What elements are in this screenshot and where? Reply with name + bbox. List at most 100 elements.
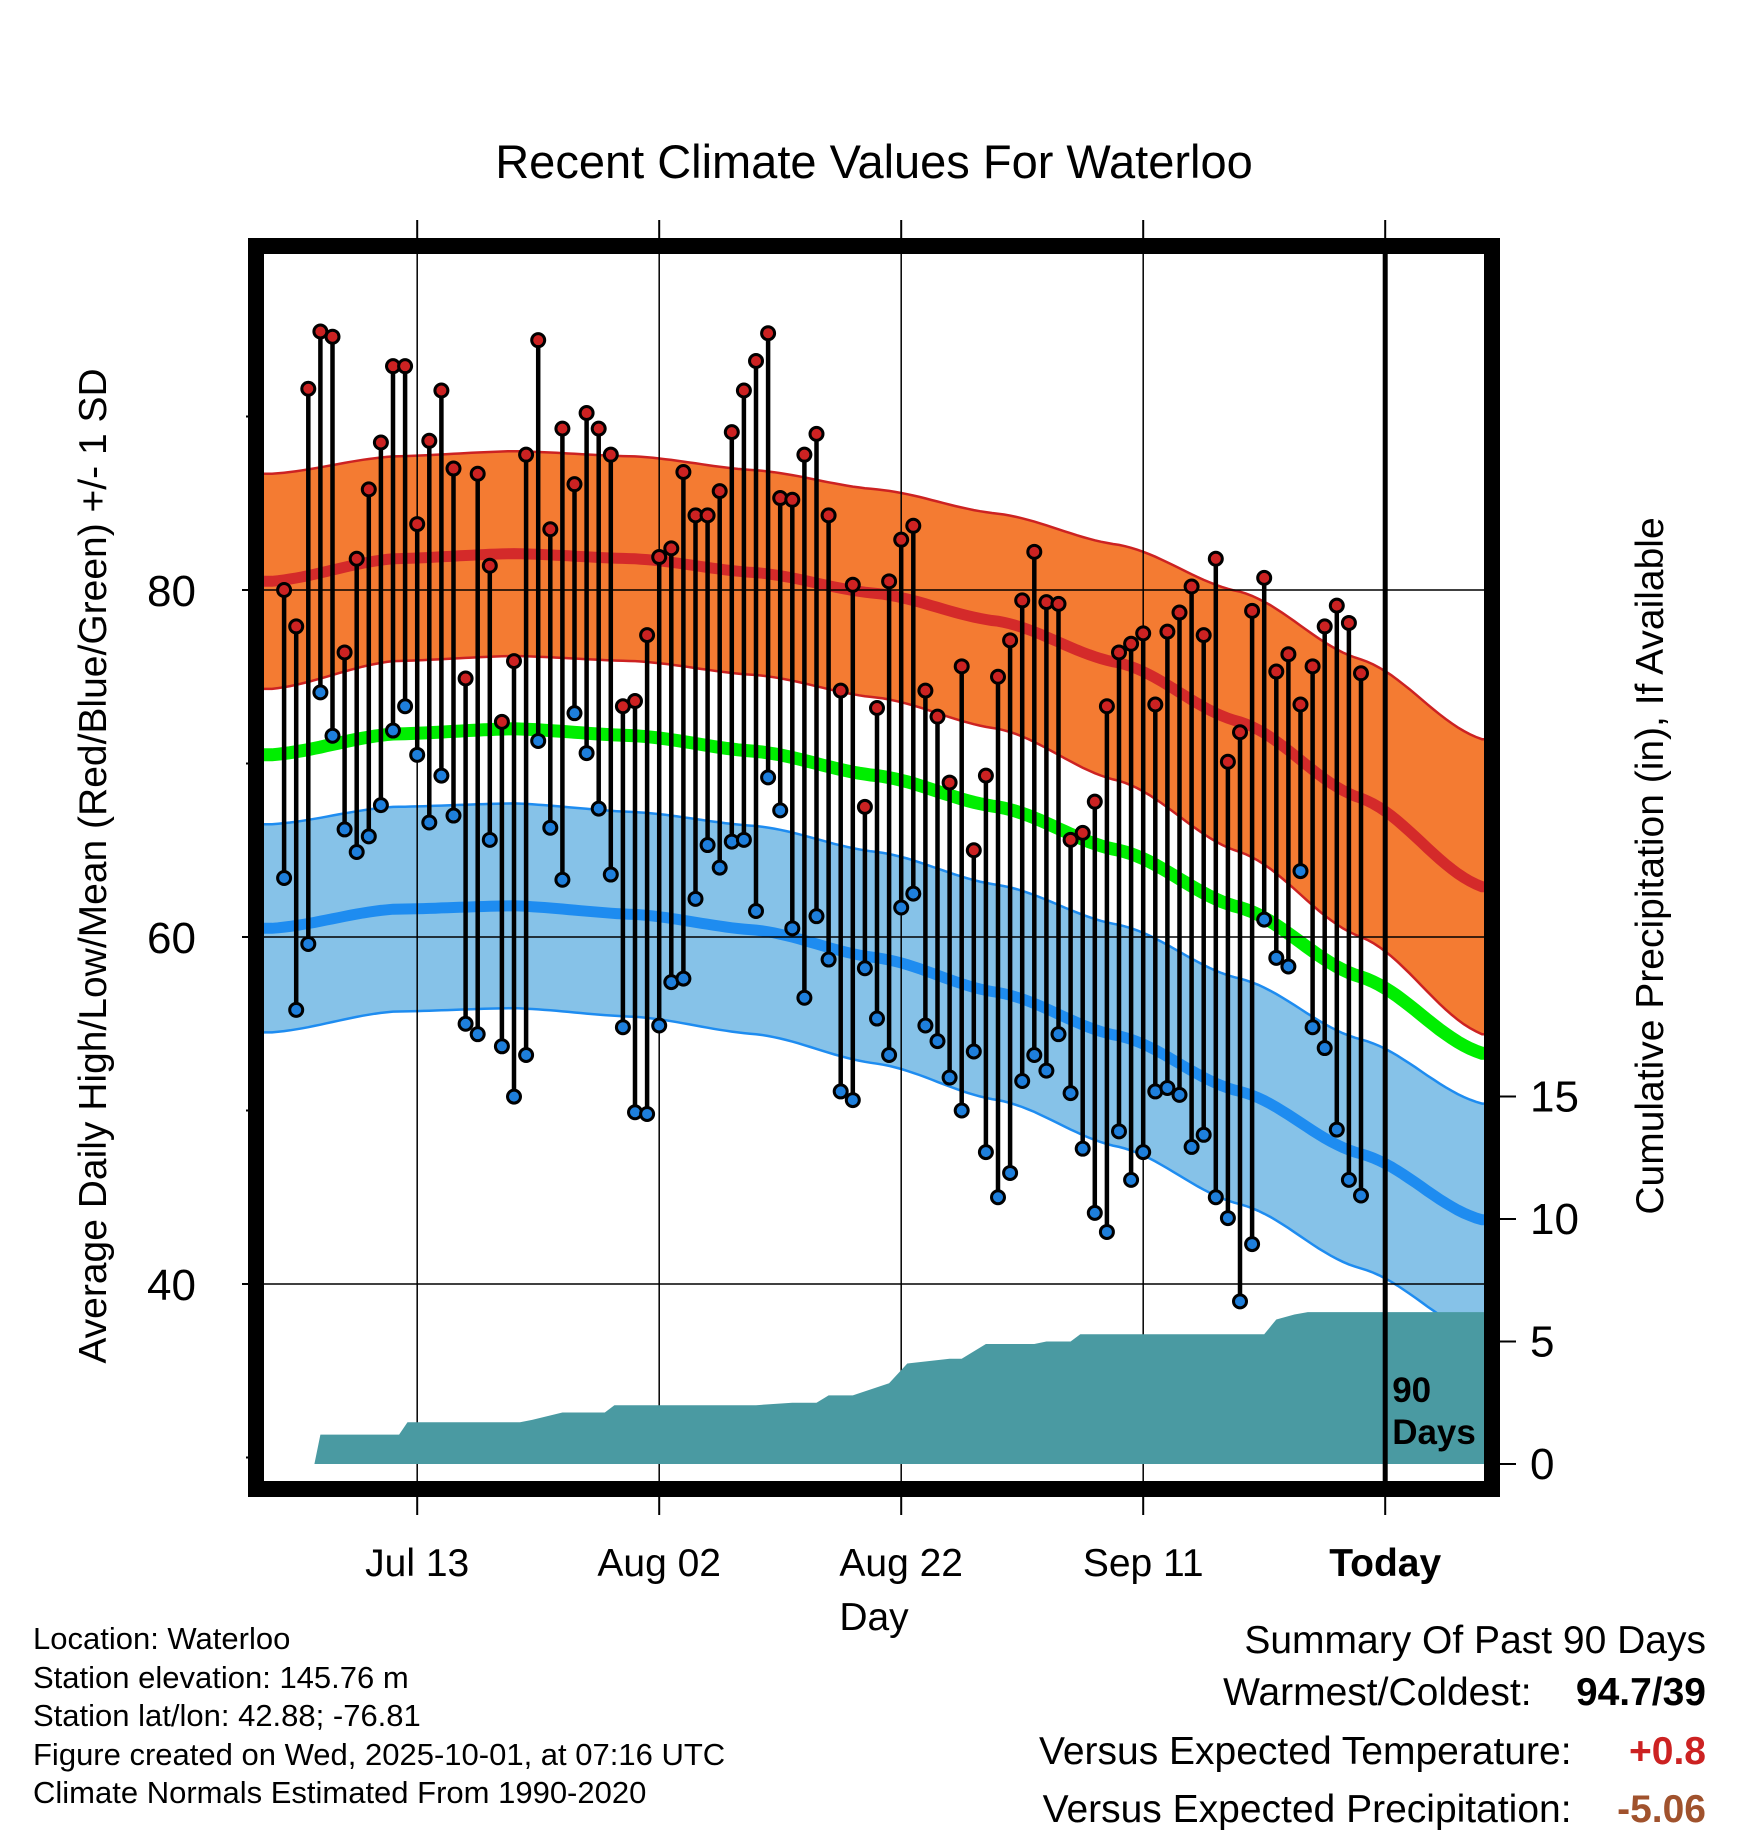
low-point-4	[312, 684, 329, 701]
low-point-81	[1244, 1236, 1261, 1253]
low-point-40	[748, 902, 764, 919]
high-point-58	[965, 842, 982, 859]
plot-area: 90 Days	[262, 253, 1486, 1483]
temp-value: +0.8	[1629, 1730, 1706, 1773]
low-point-31	[639, 1105, 656, 1122]
high-point-86	[1304, 658, 1321, 675]
high-point-76	[1183, 578, 1200, 595]
created-line: Figure created on Wed, 2025-10-01, at 07…	[33, 1736, 726, 1772]
high-point-49	[856, 798, 873, 815]
low-point-29	[614, 1019, 631, 1036]
y-tick-label-40: 40	[147, 1261, 196, 1310]
high-point-75	[1171, 604, 1188, 621]
high-point-37	[711, 483, 728, 500]
axis-ticks: 40 60 80 Jul 13 Aug 02 Aug 22 Sep 11 Today 0 5 10 1…	[147, 220, 1579, 1585]
low-point-22	[530, 732, 547, 749]
station-info: Location: Waterloo Station elevation: 14…	[33, 1620, 725, 1813]
cumulative-precipitation-area	[272, 1312, 1486, 1464]
high-point-69	[1098, 698, 1115, 715]
precip-value: -5.06	[1617, 1788, 1706, 1831]
x-tick-label-52: Aug 22	[839, 1542, 963, 1585]
high-point-70	[1111, 644, 1127, 661]
high-point-88	[1328, 597, 1345, 614]
low-point-66	[1062, 1085, 1079, 1102]
low-point-8	[360, 828, 377, 845]
high-point-24	[554, 420, 571, 437]
high-point-27	[590, 420, 607, 437]
high-point-41	[760, 325, 777, 342]
low-point-80	[1232, 1293, 1248, 1310]
high-point-80	[1232, 724, 1248, 741]
low-point-64	[1038, 1062, 1055, 1079]
high-point-47	[832, 682, 849, 699]
high-point-53	[905, 517, 922, 534]
high-point-79	[1219, 753, 1236, 770]
x-tick-label-72: Sep 11	[1083, 1542, 1204, 1585]
low-point-76	[1183, 1138, 1200, 1155]
low-point-24	[554, 871, 571, 888]
low-point-59	[977, 1144, 994, 1161]
low-point-86	[1304, 1019, 1321, 1036]
low-point-36	[699, 837, 716, 854]
ninety-days-label: 90 Days	[1392, 1371, 1476, 1452]
low-point-69	[1098, 1223, 1115, 1240]
low-point-74	[1159, 1079, 1176, 1096]
low-point-19	[493, 1038, 510, 1055]
high-point-13	[421, 432, 438, 449]
low-point-77	[1195, 1126, 1212, 1143]
high-point-55	[929, 708, 946, 725]
chart-title: Recent Climate Values For Waterloo	[495, 135, 1253, 188]
daily-range-stems	[281, 331, 1364, 1302]
high-point-40	[748, 352, 764, 369]
low-point-63	[1026, 1046, 1043, 1063]
low-point-10	[385, 722, 401, 739]
low-point-9	[372, 797, 389, 814]
high-point-22	[530, 332, 547, 349]
summary-heading: Summary Of Past 90 Days	[1244, 1619, 1706, 1662]
high-point-38	[723, 424, 740, 441]
y2-tick-label-15: 15	[1530, 1073, 1579, 1122]
y2-tick-label-5: 5	[1530, 1318, 1554, 1367]
high-point-2	[288, 618, 305, 635]
low-point-13	[421, 814, 438, 831]
normals-line: Climate Normals Estimated From 1990-2020	[33, 1775, 647, 1810]
low-point-67	[1074, 1140, 1091, 1157]
low-point-61	[1002, 1164, 1019, 1181]
high-point-52	[893, 531, 910, 548]
low-point-65	[1050, 1026, 1067, 1043]
low-point-26	[578, 745, 595, 762]
low-point-55	[929, 1033, 946, 1050]
high-point-6	[336, 644, 353, 661]
low-point-51	[881, 1046, 898, 1063]
high-point-61	[1002, 632, 1019, 649]
daily-low-points	[276, 684, 1369, 1310]
high-point-78	[1207, 550, 1224, 567]
low-point-85	[1292, 863, 1309, 880]
high-point-50	[869, 699, 885, 716]
low-point-82	[1256, 911, 1273, 928]
location-line: Location: Waterloo	[33, 1621, 291, 1656]
high-point-14	[433, 382, 450, 399]
high-point-17	[469, 465, 486, 482]
low-point-32	[651, 1017, 668, 1034]
low-point-71	[1123, 1171, 1140, 1188]
low-point-12	[409, 746, 426, 763]
low-point-28	[602, 866, 619, 883]
y2-axis-label: Cumulative Precipitation (in), If Availa…	[1629, 517, 1672, 1214]
low-point-47	[832, 1083, 849, 1100]
low-point-14	[433, 767, 450, 784]
high-point-77	[1195, 627, 1212, 644]
low-point-70	[1111, 1123, 1127, 1140]
low-point-39	[735, 831, 752, 848]
low-point-21	[518, 1046, 535, 1063]
low-point-27	[590, 800, 607, 817]
high-sd-upper-edge	[262, 449, 1486, 741]
low-point-53	[905, 885, 922, 902]
low-point-68	[1086, 1204, 1103, 1221]
low-point-25	[566, 705, 583, 722]
low-point-87	[1316, 1040, 1333, 1057]
high-point-63	[1026, 543, 1043, 560]
high-point-39	[735, 382, 752, 399]
low-point-18	[481, 831, 498, 848]
